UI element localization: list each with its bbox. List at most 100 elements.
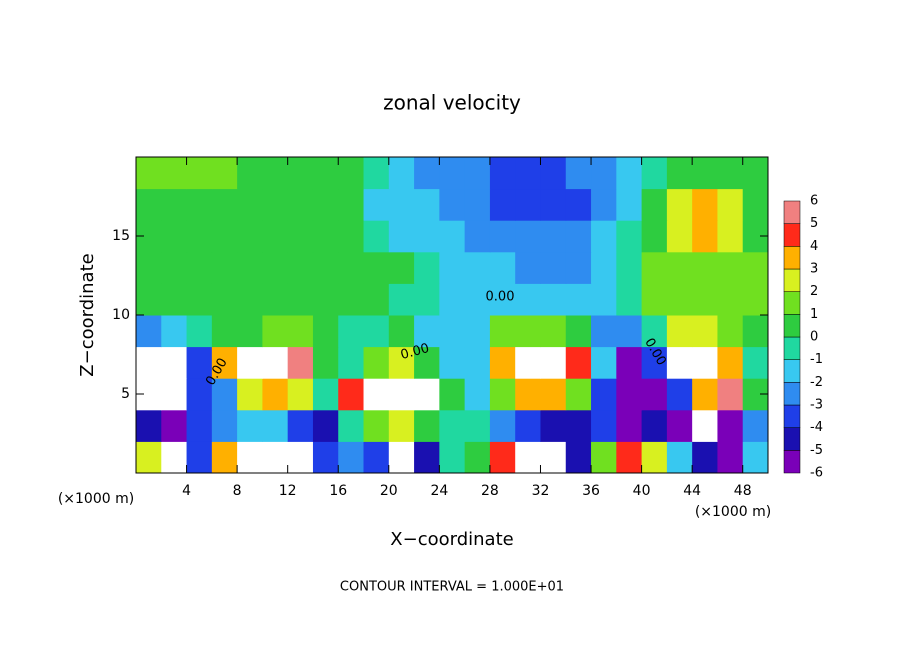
cell xyxy=(287,220,314,253)
cell xyxy=(666,157,693,190)
cell xyxy=(515,283,541,316)
cell xyxy=(540,346,567,379)
cell xyxy=(591,220,617,253)
cell xyxy=(363,378,390,411)
cell xyxy=(287,315,314,348)
cell xyxy=(464,315,491,348)
colorbar-bin xyxy=(783,427,801,451)
x-tick-label: 28 xyxy=(481,483,499,499)
cell xyxy=(540,378,567,411)
cell xyxy=(591,315,617,348)
cell xyxy=(565,441,592,474)
cell xyxy=(338,346,365,379)
colorbar-bin xyxy=(783,404,801,428)
cell xyxy=(641,157,668,190)
cell xyxy=(439,315,466,348)
cell xyxy=(515,188,541,221)
cell xyxy=(237,188,263,221)
cell xyxy=(161,220,188,253)
cell xyxy=(287,157,314,190)
cell xyxy=(464,251,491,284)
cell xyxy=(312,315,339,348)
cell xyxy=(262,409,289,442)
cell xyxy=(161,378,188,411)
cell xyxy=(464,157,491,190)
cell xyxy=(211,220,238,253)
cell xyxy=(262,188,289,221)
cell xyxy=(287,441,314,474)
cell xyxy=(692,251,718,284)
cell xyxy=(692,378,718,411)
cell xyxy=(211,251,238,284)
cell xyxy=(489,378,516,411)
cell xyxy=(565,188,592,221)
cell xyxy=(136,251,162,284)
cell xyxy=(338,188,365,221)
cell xyxy=(414,220,440,253)
cell xyxy=(186,315,213,348)
cell xyxy=(540,441,567,474)
cell xyxy=(312,409,339,442)
cell xyxy=(565,157,592,190)
colorbar-bin xyxy=(783,246,801,270)
x-tick-label: 4 xyxy=(182,483,191,499)
cell xyxy=(136,283,162,316)
cell xyxy=(717,157,744,190)
cell xyxy=(641,346,668,379)
cell xyxy=(540,157,567,190)
cell xyxy=(565,315,592,348)
contour-label: 0.00 xyxy=(399,341,431,363)
cell xyxy=(515,157,541,190)
colorbar-label: -2 xyxy=(810,375,823,390)
x-tick-label: 24 xyxy=(430,483,448,499)
cell xyxy=(717,378,744,411)
x-tick-label: 36 xyxy=(582,483,600,499)
cell xyxy=(237,283,263,316)
cell xyxy=(161,441,188,474)
cell xyxy=(565,346,592,379)
cell xyxy=(515,441,541,474)
cell xyxy=(489,409,516,442)
colorbar-label: 3 xyxy=(810,262,818,277)
cell xyxy=(717,441,744,474)
cell xyxy=(692,315,718,348)
cell xyxy=(161,283,188,316)
chart-title: zonal velocity xyxy=(383,91,521,115)
cell xyxy=(692,441,718,474)
cell xyxy=(414,283,440,316)
colorbar-label: 6 xyxy=(810,194,818,209)
cell xyxy=(211,157,238,190)
contour-label: 0.00 xyxy=(486,290,515,305)
cell xyxy=(338,220,365,253)
cell xyxy=(363,315,390,348)
cell xyxy=(666,188,693,221)
cell xyxy=(186,220,213,253)
cell xyxy=(515,251,541,284)
x-tick-label: 48 xyxy=(734,483,752,499)
cell xyxy=(363,220,390,253)
cell xyxy=(464,283,491,316)
cell xyxy=(464,441,491,474)
cell xyxy=(489,188,516,221)
cell xyxy=(186,346,213,379)
cell xyxy=(161,346,188,379)
cell xyxy=(717,220,744,253)
cell xyxy=(692,409,718,442)
cell xyxy=(540,188,567,221)
cell xyxy=(287,251,314,284)
cell xyxy=(666,378,693,411)
cell xyxy=(287,346,314,379)
cell xyxy=(616,409,643,442)
cell xyxy=(591,157,617,190)
cell xyxy=(338,315,365,348)
cell xyxy=(742,441,769,474)
cell xyxy=(161,157,188,190)
cell xyxy=(616,220,643,253)
cell xyxy=(439,409,466,442)
x-tick-label: 12 xyxy=(279,483,297,499)
cell xyxy=(666,251,693,284)
colorbar-bin xyxy=(783,200,801,224)
cell xyxy=(616,188,643,221)
cell xyxy=(237,378,263,411)
cell xyxy=(414,378,440,411)
